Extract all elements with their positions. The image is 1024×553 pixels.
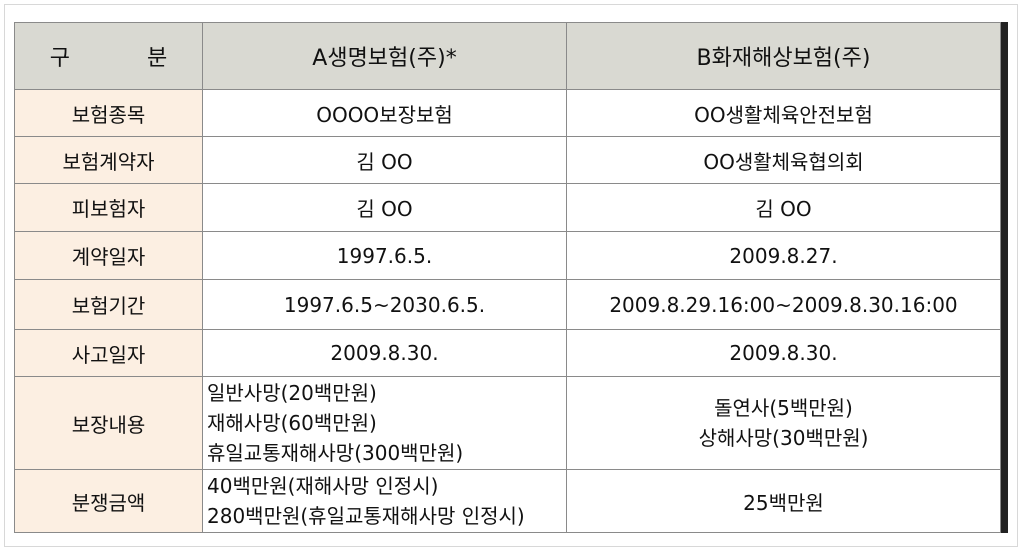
value-cell: 2009.8.29.16:00~2009.8.30.16:00 [566, 279, 1001, 330]
row: 피보험자 김 OO 김 OO [14, 183, 1001, 232]
value-cell: 25백만원 [566, 469, 1001, 533]
value-cell: 2009.8.27. [566, 231, 1001, 280]
row: 보장내용 일반사망(20백만원) 재해사망(60백만원) 휴일교통재해사망(300백만… [14, 376, 1001, 470]
row: 보험종목 OOOO보장보험 OO생활체육안전보험 [14, 89, 1001, 137]
label-cell: 사고일자 [14, 329, 203, 377]
label-cell: 분쟁금액 [14, 469, 203, 533]
label-cell: 보장내용 [14, 376, 203, 470]
cell-line: 상해사망(30백만원) [698, 426, 869, 450]
frame [4, 4, 1018, 547]
value-cell: 1997.6.5. [202, 231, 567, 280]
cell-line: 일반사망(20백만원) [207, 381, 377, 405]
cell-line: 재해사망(60백만원) [207, 411, 377, 435]
label-cell: 보험계약자 [14, 136, 203, 184]
header-cell: A생명보험(주)* [202, 22, 567, 90]
cell-line: 280백만원(휴일교통재해사망 인정시) [207, 504, 525, 528]
value-cell: 40백만원(재해사망 인정시) 280백만원(휴일교통재해사망 인정시) [202, 469, 567, 533]
cell-line: 돌연사(5백만원) [714, 396, 853, 420]
value-cell: 2009.8.30. [566, 329, 1001, 377]
cell-line: 휴일교통재해사망(300백만원) [207, 441, 464, 465]
label-cell: 보험기간 [14, 279, 203, 330]
row: 계약일자 1997.6.5. 2009.8.27. [14, 231, 1001, 280]
table: 구 분 A생명보험(주)* B화재해상보험(주) 보험종목 OOOO보장보험 OO생활체육… [14, 22, 1001, 533]
header-row: 구 분 A생명보험(주)* B화재해상보험(주) [14, 22, 1001, 90]
value-cell: 김 OO [566, 183, 1001, 232]
cell-line: 40백만원(재해사망 인정시) [207, 474, 439, 498]
row: 사고일자 2009.8.30. 2009.8.30. [14, 329, 1001, 377]
value-cell: 김 OO [202, 136, 567, 184]
value-cell: OO생활체육협의회 [566, 136, 1001, 184]
value-cell: 일반사망(20백만원) 재해사망(60백만원) 휴일교통재해사망(300백만원) [202, 376, 567, 470]
header-cell: B화재해상보험(주) [566, 22, 1001, 90]
label-cell: 계약일자 [14, 231, 203, 280]
label-cell: 피보험자 [14, 183, 203, 232]
value-cell: OO생활체육안전보험 [566, 89, 1001, 137]
row: 분쟁금액 40백만원(재해사망 인정시) 280백만원(휴일교통재해사망 인정시) 2… [14, 469, 1001, 533]
value-cell: 2009.8.30. [202, 329, 567, 377]
value-cell: 돌연사(5백만원) 상해사망(30백만원) [566, 376, 1001, 470]
row: 보험계약자 김 OO OO생활체육협의회 [14, 136, 1001, 184]
header-cell: 구 분 [14, 22, 203, 90]
row: 보험기간 1997.6.5~2030.6.5. 2009.8.29.16:00~20… [14, 279, 1001, 330]
table-wrap: 구 분 A생명보험(주)* B화재해상보험(주) 보험종목 OOOO보장보험 OO생활체육… [14, 22, 1001, 533]
value-cell: 1997.6.5~2030.6.5. [202, 279, 567, 330]
value-cell: 김 OO [202, 183, 567, 232]
value-cell: OOOO보장보험 [202, 89, 567, 137]
label-cell: 보험종목 [14, 89, 203, 137]
